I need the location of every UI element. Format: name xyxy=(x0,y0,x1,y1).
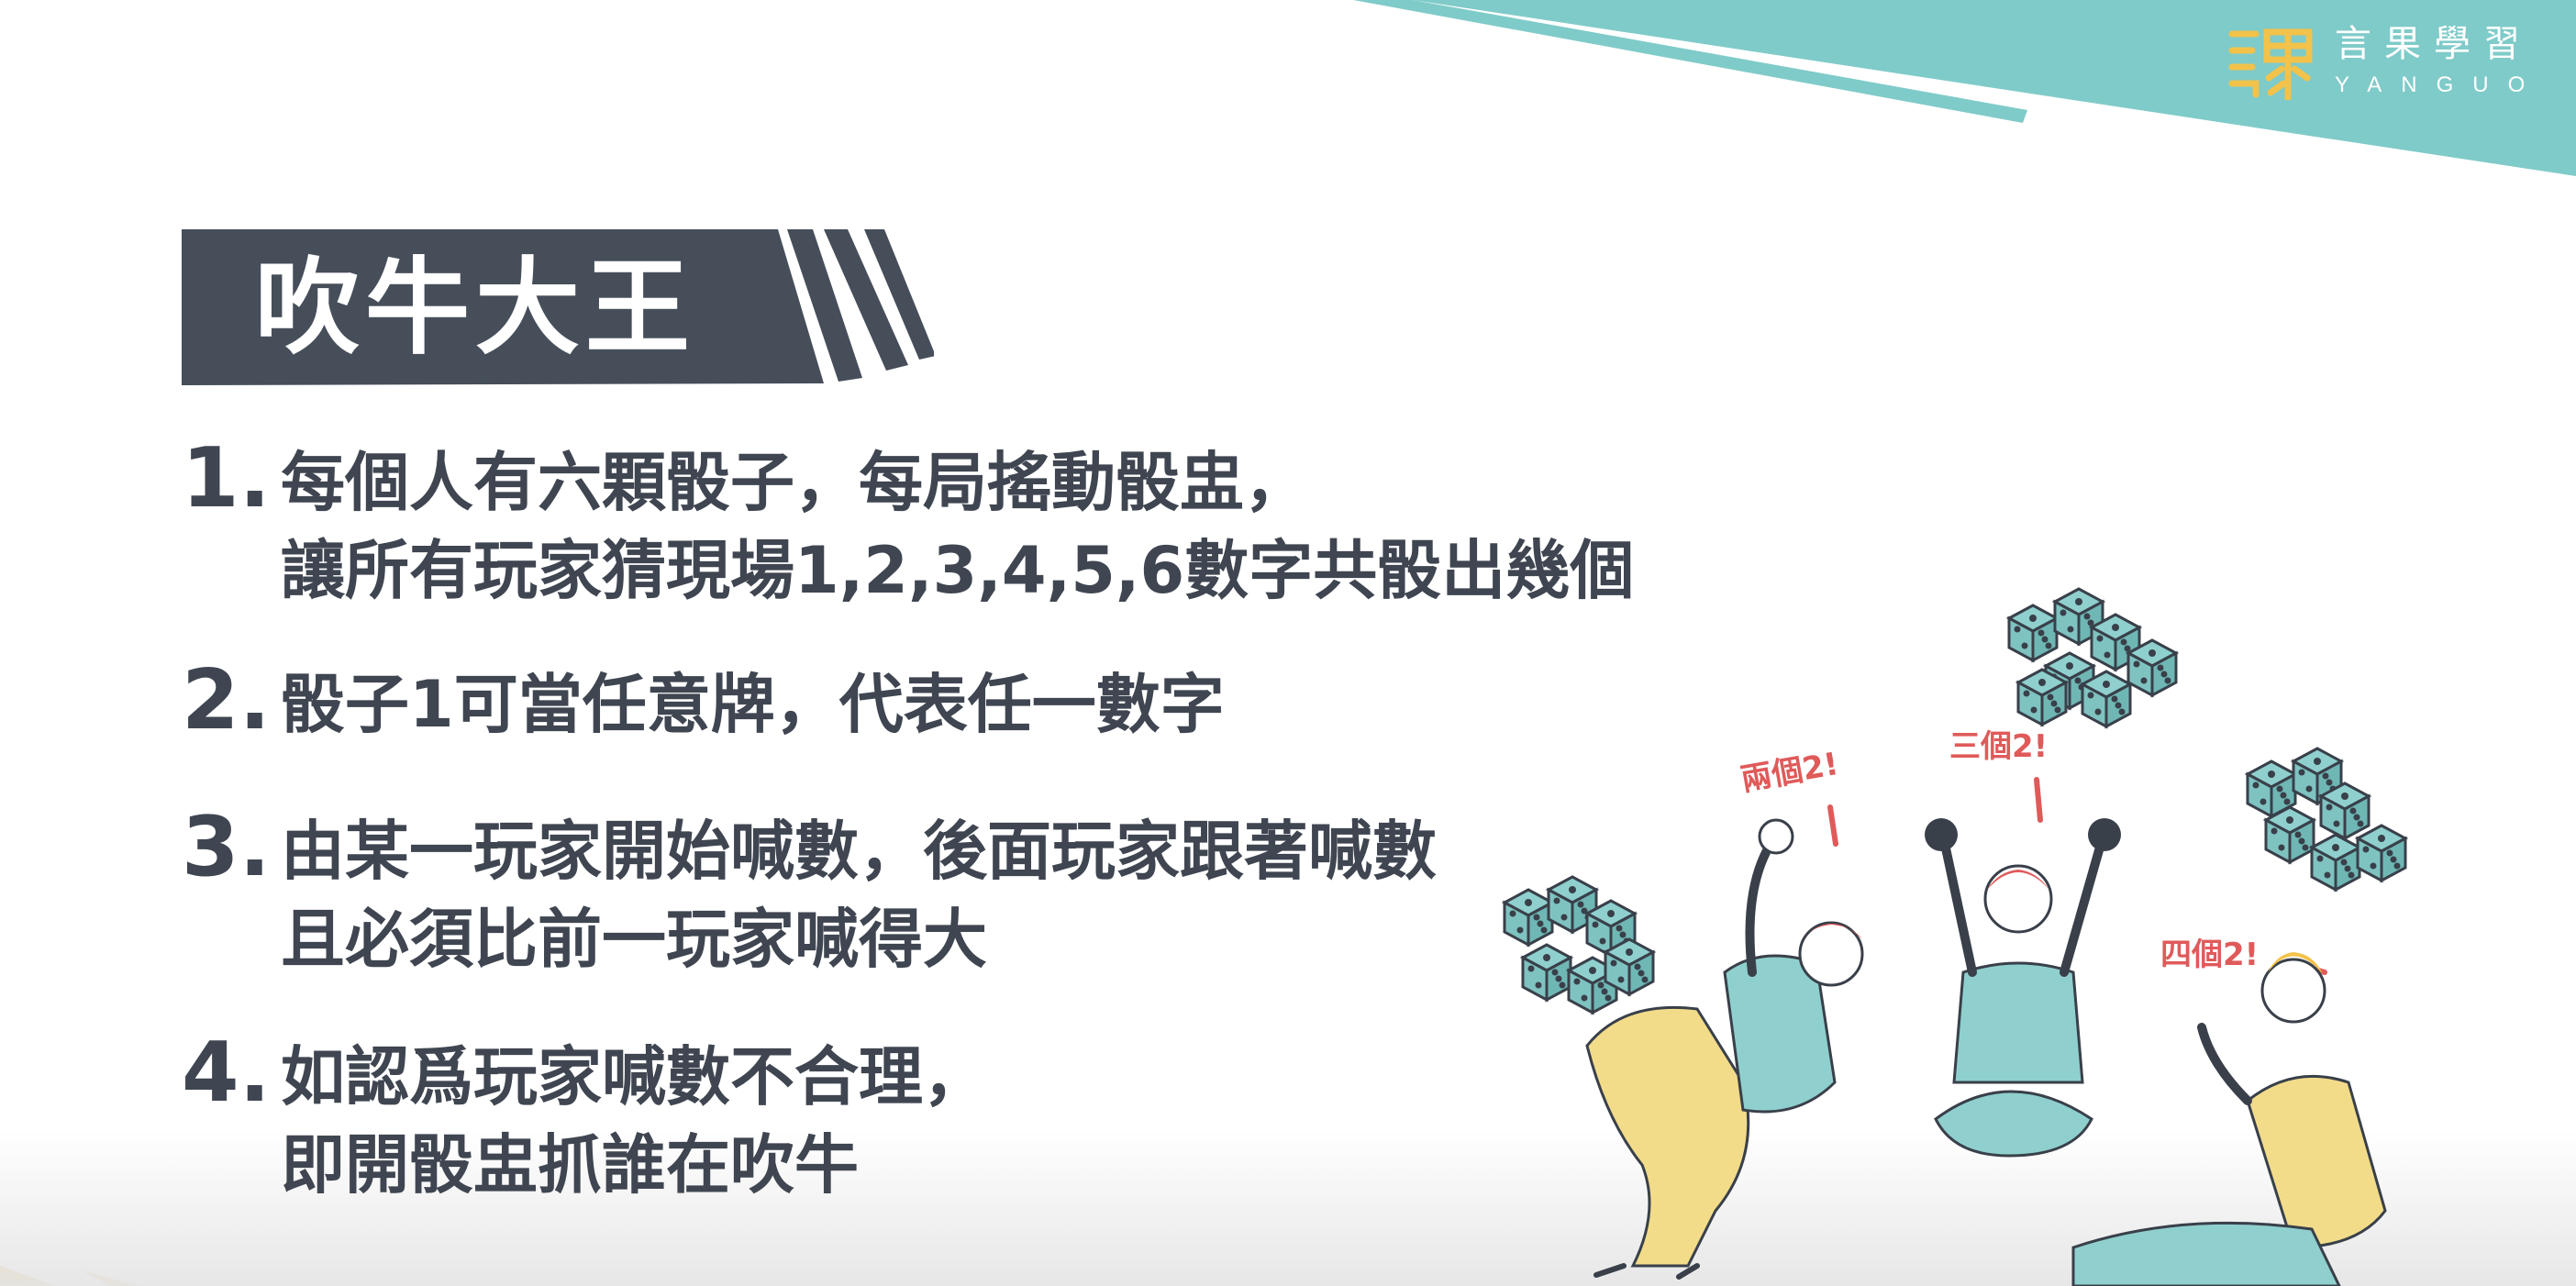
logo-wordmark: 言果學習 YANGUO xyxy=(2335,22,2544,101)
rule-number: 3. xyxy=(182,799,271,895)
dice-cluster-top xyxy=(2007,587,2178,728)
callout-two-twos: 兩個2! xyxy=(1738,746,1841,799)
dice-cluster-left xyxy=(1503,875,1655,1014)
callout-three-twos: 三個2! xyxy=(1949,728,2048,765)
callout-four-twos: 四個2! xyxy=(2160,937,2259,973)
logo-chinese-name: 言果學習 xyxy=(2335,23,2533,65)
rule-number: 1. xyxy=(182,430,271,527)
player-left xyxy=(1585,818,1864,1280)
player-right xyxy=(2071,952,2387,1286)
dice-cluster-right xyxy=(2246,747,2407,892)
brand-logo: 言果學習 YANGUO xyxy=(2225,22,2544,101)
player-middle xyxy=(1925,818,2121,1158)
yanguo-logo-icon xyxy=(2228,28,2313,100)
rule-number: 4. xyxy=(182,1025,271,1121)
rule-text: 讓所有玩家猜現場1,2,3,4,5,6數字共骰出幾個 xyxy=(281,533,1635,608)
logo-english-name: YANGUO xyxy=(2335,72,2545,97)
rule-text: 即開骰盅抓誰在吹牛 xyxy=(281,1127,859,1203)
dice-players-illustration: 兩個2! 三個2! 四個2! xyxy=(1503,587,2407,1286)
rule-text: 每個人有六顆骰子，每局搖動骰盅， xyxy=(281,445,1308,520)
rule-text: 由某一玩家開始喊數，後面玩家跟著喊數 xyxy=(281,814,1437,889)
rule-text: 如認爲玩家喊數不合理， xyxy=(281,1039,987,1114)
rule-text: 骰子1可當任意牌，代表任一數字 xyxy=(281,667,1225,742)
rule-text: 且必須比前一玩家喊得大 xyxy=(281,902,987,977)
title-banner xyxy=(182,229,934,385)
page-title: 吹牛大王 xyxy=(255,246,696,369)
rule-number: 2. xyxy=(182,652,271,748)
